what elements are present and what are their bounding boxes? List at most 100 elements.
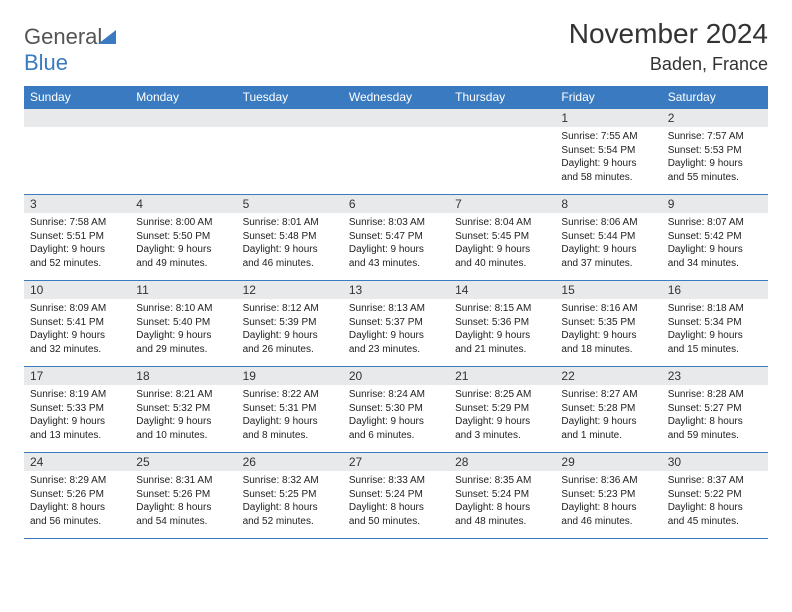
day-daylight: Daylight: 9 hours and 37 minutes. bbox=[561, 243, 655, 270]
day-details: Sunrise: 8:06 AMSunset: 5:44 PMDaylight:… bbox=[555, 213, 661, 272]
day-number: 27 bbox=[343, 453, 449, 471]
calendar-cell: 28Sunrise: 8:35 AMSunset: 5:24 PMDayligh… bbox=[449, 453, 555, 539]
day-details: Sunrise: 8:21 AMSunset: 5:32 PMDaylight:… bbox=[130, 385, 236, 444]
day-details: Sunrise: 8:03 AMSunset: 5:47 PMDaylight:… bbox=[343, 213, 449, 272]
brand-name: GeneralBlue bbox=[24, 24, 116, 76]
day-sunrise: Sunrise: 8:36 AM bbox=[561, 474, 655, 488]
day-daylight: Daylight: 8 hours and 54 minutes. bbox=[136, 501, 230, 528]
day-sunset: Sunset: 5:48 PM bbox=[243, 230, 337, 244]
title-block: November 2024 Baden, France bbox=[569, 18, 768, 75]
calendar-cell: 21Sunrise: 8:25 AMSunset: 5:29 PMDayligh… bbox=[449, 367, 555, 453]
day-daylight: Daylight: 9 hours and 49 minutes. bbox=[136, 243, 230, 270]
day-sunrise: Sunrise: 8:19 AM bbox=[30, 388, 124, 402]
weekday-header: Friday bbox=[555, 86, 661, 109]
day-number bbox=[24, 109, 130, 127]
day-details: Sunrise: 8:16 AMSunset: 5:35 PMDaylight:… bbox=[555, 299, 661, 358]
day-number: 13 bbox=[343, 281, 449, 299]
day-details: Sunrise: 8:32 AMSunset: 5:25 PMDaylight:… bbox=[237, 471, 343, 530]
day-number: 14 bbox=[449, 281, 555, 299]
day-sunrise: Sunrise: 8:25 AM bbox=[455, 388, 549, 402]
day-details: Sunrise: 8:01 AMSunset: 5:48 PMDaylight:… bbox=[237, 213, 343, 272]
day-details: Sunrise: 8:09 AMSunset: 5:41 PMDaylight:… bbox=[24, 299, 130, 358]
calendar-cell bbox=[237, 109, 343, 195]
day-sunrise: Sunrise: 8:15 AM bbox=[455, 302, 549, 316]
day-sunset: Sunset: 5:26 PM bbox=[30, 488, 124, 502]
calendar-cell: 15Sunrise: 8:16 AMSunset: 5:35 PMDayligh… bbox=[555, 281, 661, 367]
calendar-cell: 12Sunrise: 8:12 AMSunset: 5:39 PMDayligh… bbox=[237, 281, 343, 367]
day-sunset: Sunset: 5:45 PM bbox=[455, 230, 549, 244]
calendar-cell: 23Sunrise: 8:28 AMSunset: 5:27 PMDayligh… bbox=[662, 367, 768, 453]
calendar-cell: 20Sunrise: 8:24 AMSunset: 5:30 PMDayligh… bbox=[343, 367, 449, 453]
day-sunset: Sunset: 5:24 PM bbox=[455, 488, 549, 502]
weekday-header: Saturday bbox=[662, 86, 768, 109]
day-daylight: Daylight: 9 hours and 55 minutes. bbox=[668, 157, 762, 184]
day-number: 1 bbox=[555, 109, 661, 127]
day-sunrise: Sunrise: 8:16 AM bbox=[561, 302, 655, 316]
day-details: Sunrise: 8:29 AMSunset: 5:26 PMDaylight:… bbox=[24, 471, 130, 530]
day-sunrise: Sunrise: 8:29 AM bbox=[30, 474, 124, 488]
brand-name-part1: General bbox=[24, 24, 102, 49]
day-number: 3 bbox=[24, 195, 130, 213]
day-number: 24 bbox=[24, 453, 130, 471]
calendar-cell: 7Sunrise: 8:04 AMSunset: 5:45 PMDaylight… bbox=[449, 195, 555, 281]
day-number: 12 bbox=[237, 281, 343, 299]
day-daylight: Daylight: 9 hours and 58 minutes. bbox=[561, 157, 655, 184]
brand-name-part2: Blue bbox=[24, 50, 68, 75]
day-number: 4 bbox=[130, 195, 236, 213]
day-details: Sunrise: 8:27 AMSunset: 5:28 PMDaylight:… bbox=[555, 385, 661, 444]
day-number: 7 bbox=[449, 195, 555, 213]
calendar-week: 1Sunrise: 7:55 AMSunset: 5:54 PMDaylight… bbox=[24, 109, 768, 195]
calendar-cell: 8Sunrise: 8:06 AMSunset: 5:44 PMDaylight… bbox=[555, 195, 661, 281]
calendar-cell: 25Sunrise: 8:31 AMSunset: 5:26 PMDayligh… bbox=[130, 453, 236, 539]
calendar-cell: 1Sunrise: 7:55 AMSunset: 5:54 PMDaylight… bbox=[555, 109, 661, 195]
day-daylight: Daylight: 9 hours and 1 minute. bbox=[561, 415, 655, 442]
calendar-page: GeneralBlue November 2024 Baden, France … bbox=[0, 0, 792, 539]
day-details: Sunrise: 8:31 AMSunset: 5:26 PMDaylight:… bbox=[130, 471, 236, 530]
calendar-cell: 3Sunrise: 7:58 AMSunset: 5:51 PMDaylight… bbox=[24, 195, 130, 281]
day-daylight: Daylight: 8 hours and 50 minutes. bbox=[349, 501, 443, 528]
calendar-cell: 19Sunrise: 8:22 AMSunset: 5:31 PMDayligh… bbox=[237, 367, 343, 453]
calendar-cell: 5Sunrise: 8:01 AMSunset: 5:48 PMDaylight… bbox=[237, 195, 343, 281]
weekday-header: Monday bbox=[130, 86, 236, 109]
calendar-cell: 10Sunrise: 8:09 AMSunset: 5:41 PMDayligh… bbox=[24, 281, 130, 367]
day-number: 28 bbox=[449, 453, 555, 471]
calendar-cell: 9Sunrise: 8:07 AMSunset: 5:42 PMDaylight… bbox=[662, 195, 768, 281]
day-sunset: Sunset: 5:25 PM bbox=[243, 488, 337, 502]
calendar-week: 10Sunrise: 8:09 AMSunset: 5:41 PMDayligh… bbox=[24, 281, 768, 367]
day-number: 16 bbox=[662, 281, 768, 299]
day-daylight: Daylight: 9 hours and 21 minutes. bbox=[455, 329, 549, 356]
day-sunrise: Sunrise: 8:06 AM bbox=[561, 216, 655, 230]
calendar-cell: 24Sunrise: 8:29 AMSunset: 5:26 PMDayligh… bbox=[24, 453, 130, 539]
day-sunrise: Sunrise: 8:22 AM bbox=[243, 388, 337, 402]
day-daylight: Daylight: 9 hours and 26 minutes. bbox=[243, 329, 337, 356]
day-daylight: Daylight: 9 hours and 32 minutes. bbox=[30, 329, 124, 356]
day-sunrise: Sunrise: 8:35 AM bbox=[455, 474, 549, 488]
day-sunset: Sunset: 5:27 PM bbox=[668, 402, 762, 416]
day-sunrise: Sunrise: 7:55 AM bbox=[561, 130, 655, 144]
day-daylight: Daylight: 9 hours and 18 minutes. bbox=[561, 329, 655, 356]
day-number: 19 bbox=[237, 367, 343, 385]
day-sunrise: Sunrise: 8:31 AM bbox=[136, 474, 230, 488]
day-details: Sunrise: 8:13 AMSunset: 5:37 PMDaylight:… bbox=[343, 299, 449, 358]
calendar-cell: 30Sunrise: 8:37 AMSunset: 5:22 PMDayligh… bbox=[662, 453, 768, 539]
weekday-header: Sunday bbox=[24, 86, 130, 109]
day-sunset: Sunset: 5:23 PM bbox=[561, 488, 655, 502]
day-sunset: Sunset: 5:51 PM bbox=[30, 230, 124, 244]
day-sunrise: Sunrise: 7:58 AM bbox=[30, 216, 124, 230]
day-details: Sunrise: 8:10 AMSunset: 5:40 PMDaylight:… bbox=[130, 299, 236, 358]
day-sunset: Sunset: 5:53 PM bbox=[668, 144, 762, 158]
day-number: 8 bbox=[555, 195, 661, 213]
calendar-cell: 2Sunrise: 7:57 AMSunset: 5:53 PMDaylight… bbox=[662, 109, 768, 195]
weekday-header: Tuesday bbox=[237, 86, 343, 109]
day-daylight: Daylight: 9 hours and 46 minutes. bbox=[243, 243, 337, 270]
calendar-cell bbox=[343, 109, 449, 195]
day-sunset: Sunset: 5:22 PM bbox=[668, 488, 762, 502]
day-sunset: Sunset: 5:44 PM bbox=[561, 230, 655, 244]
day-sunset: Sunset: 5:29 PM bbox=[455, 402, 549, 416]
calendar-cell: 4Sunrise: 8:00 AMSunset: 5:50 PMDaylight… bbox=[130, 195, 236, 281]
day-daylight: Daylight: 9 hours and 3 minutes. bbox=[455, 415, 549, 442]
day-sunset: Sunset: 5:35 PM bbox=[561, 316, 655, 330]
day-details: Sunrise: 8:28 AMSunset: 5:27 PMDaylight:… bbox=[662, 385, 768, 444]
day-details: Sunrise: 8:25 AMSunset: 5:29 PMDaylight:… bbox=[449, 385, 555, 444]
calendar-cell: 27Sunrise: 8:33 AMSunset: 5:24 PMDayligh… bbox=[343, 453, 449, 539]
